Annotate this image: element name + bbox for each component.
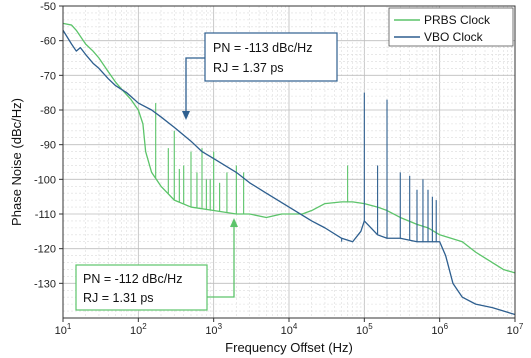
- annotation-prbs-arrowhead: [230, 218, 238, 227]
- y-tick-label: -100: [34, 174, 56, 186]
- y-tick-label: -50: [40, 1, 56, 13]
- annotation-vbo-line1: PN = -113 dBc/Hz: [213, 41, 312, 55]
- y-tick-label: -130: [34, 278, 56, 290]
- legend: PRBS Clock VBO Clock: [388, 7, 514, 47]
- x-tick-label: 106: [431, 322, 448, 337]
- y-tick-label: -110: [35, 209, 56, 221]
- annotation-prbs-box: [75, 264, 208, 311]
- y-tick-label: -70: [40, 70, 56, 82]
- x-tick-label: 104: [281, 322, 298, 337]
- x-tick-label: 101: [55, 322, 72, 337]
- annotation-vbo-line2: RJ = 1.37 ps: [213, 61, 284, 75]
- legend-label-vbo: VBO Clock: [424, 30, 484, 44]
- x-tick-label: 105: [356, 322, 373, 337]
- annotation-prbs-arrow: [206, 224, 235, 298]
- y-tick-label: -80: [40, 105, 56, 117]
- annotation-vbo: PN = -113 dBc/Hz RJ = 1.37 ps: [182, 32, 338, 120]
- annotation-prbs-line1: PN = -112 dBc/Hz: [83, 272, 182, 286]
- x-tick-label: 103: [205, 322, 222, 337]
- legend-box: [388, 7, 514, 47]
- annotation-prbs-line2: RJ = 1.31 ps: [83, 291, 154, 305]
- y-axis-title: Phase Noise (dBc/Hz): [9, 98, 24, 226]
- y-tick-label: -90: [40, 140, 56, 152]
- annotation-prbs: PN = -112 dBc/Hz RJ = 1.31 ps: [75, 218, 238, 311]
- y-tick-label: -120: [34, 244, 56, 256]
- axis-ticks: 101 102 103 104 105 106 107 -50 -60 -70 -80 -90 -100…: [34, 1, 524, 337]
- x-axis-title: Frequency Offset (Hz): [225, 340, 353, 355]
- series-layer: [63, 22, 515, 316]
- y-tick-label: -60: [40, 36, 56, 48]
- annotation-vbo-arrow: [185, 57, 205, 114]
- annotation-vbo-arrowhead: [182, 111, 190, 120]
- x-tick-label: 102: [130, 322, 147, 337]
- x-tick-label: 107: [507, 322, 524, 337]
- annotation-vbo-box: [204, 32, 338, 82]
- legend-label-prbs: PRBS Clock: [424, 13, 491, 27]
